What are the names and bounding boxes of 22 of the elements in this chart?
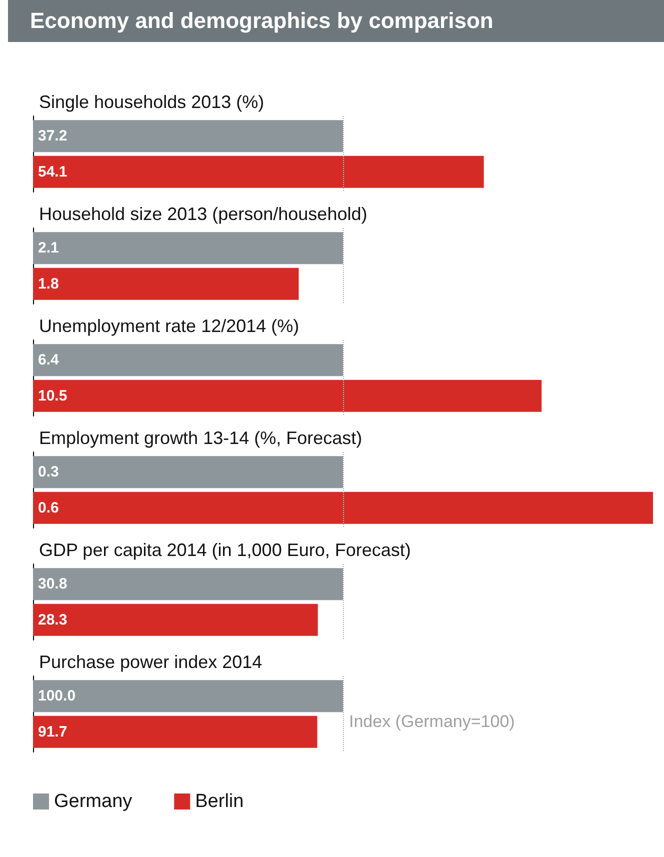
chart-title: Purchase power index 2014 <box>39 652 262 672</box>
data-label: 37.2 <box>38 128 68 145</box>
data-label: 0.3 <box>38 464 59 481</box>
chart-title: Employment growth 13-14 (%, Forecast) <box>39 428 362 448</box>
data-label: 100.0 <box>38 688 76 705</box>
data-label: 30.8 <box>38 576 68 593</box>
ref-line-label: Index (Germany=100) <box>349 712 515 731</box>
data-label: 2.1 <box>38 240 59 257</box>
chart-title: GDP per capita 2014 (in 1,000 Euro, Forecast) <box>39 540 411 560</box>
data-label: 1.8 <box>38 275 59 292</box>
data-label: 91.7 <box>38 723 68 740</box>
legend-label: Germany <box>54 791 133 812</box>
legend-label: Berlin <box>195 791 244 812</box>
chart-title: Household size 2013 (person/household) <box>39 204 368 224</box>
chart-title: Economy and demographics by comparison <box>8 0 664 42</box>
data-label: 54.1 <box>38 163 68 180</box>
chart-title: Unemployment rate 12/2014 (%) <box>39 316 300 336</box>
data-label: 10.5 <box>38 387 68 404</box>
chart-subtitle: Single households 2013 (%) <box>39 92 264 112</box>
data-label: 28.3 <box>38 611 68 628</box>
data-label: 0.6 <box>38 499 59 516</box>
data-label: 6.4 <box>38 352 60 369</box>
